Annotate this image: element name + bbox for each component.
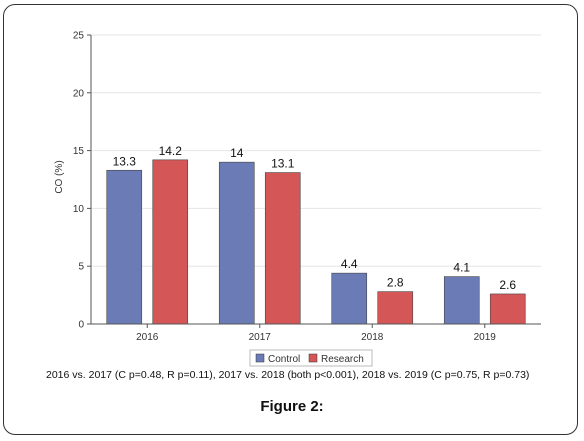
value-label-control-2018: 4.4 [341, 257, 358, 271]
legend-label-control: Control [268, 354, 300, 365]
x-ticks: 2016 2017 2018 2019 [136, 324, 496, 343]
y-tick-label: 15 [73, 146, 85, 157]
value-label-research-2016: 14.2 [159, 144, 183, 158]
x-tick-label: 2019 [474, 332, 497, 343]
bar-control-2018 [331, 272, 368, 325]
bar-research-2019 [489, 293, 526, 325]
value-labels: 13.3 14.2 14 13.1 4.4 2.8 4.1 2.6 [113, 144, 517, 292]
legend-label-research: Research [321, 354, 364, 365]
bar-control-2019 [443, 276, 480, 325]
y-tick-label: 10 [73, 204, 85, 215]
y-tick-label: 5 [78, 262, 84, 273]
bar-control-2017 [218, 161, 255, 325]
x-tick-label: 2017 [249, 332, 272, 343]
value-label-control-2019: 4.1 [453, 261, 470, 275]
x-tick-label: 2016 [136, 332, 159, 343]
value-label-research-2018: 2.8 [387, 276, 404, 290]
figure-caption: Figure 2: [260, 398, 324, 415]
value-label-control-2017: 14 [230, 146, 244, 160]
legend: Control Research [249, 349, 373, 367]
y-tick-label: 20 [73, 88, 85, 99]
y-axis-label: CO (%) [54, 160, 65, 193]
bar-research-2016 [152, 159, 189, 325]
legend-swatch-control [255, 353, 265, 363]
value-label-research-2019: 2.6 [499, 278, 516, 292]
bar-research-2018 [377, 291, 414, 325]
bar-control-2016 [106, 169, 143, 325]
y-tick-label: 25 [73, 31, 85, 42]
y-tick-label: 0 [78, 320, 84, 331]
statistics-note: 2016 vs. 2017 (C p=0.48, R p=0.11), 2017… [46, 369, 530, 381]
x-tick-label: 2018 [361, 332, 384, 343]
value-label-research-2017: 13.1 [271, 157, 295, 171]
value-label-control-2016: 13.3 [113, 154, 137, 168]
bar-research-2017 [264, 172, 301, 325]
bars [106, 159, 526, 325]
y-ticks: 0 5 10 15 20 25 [73, 31, 91, 331]
legend-swatch-research [308, 353, 318, 363]
